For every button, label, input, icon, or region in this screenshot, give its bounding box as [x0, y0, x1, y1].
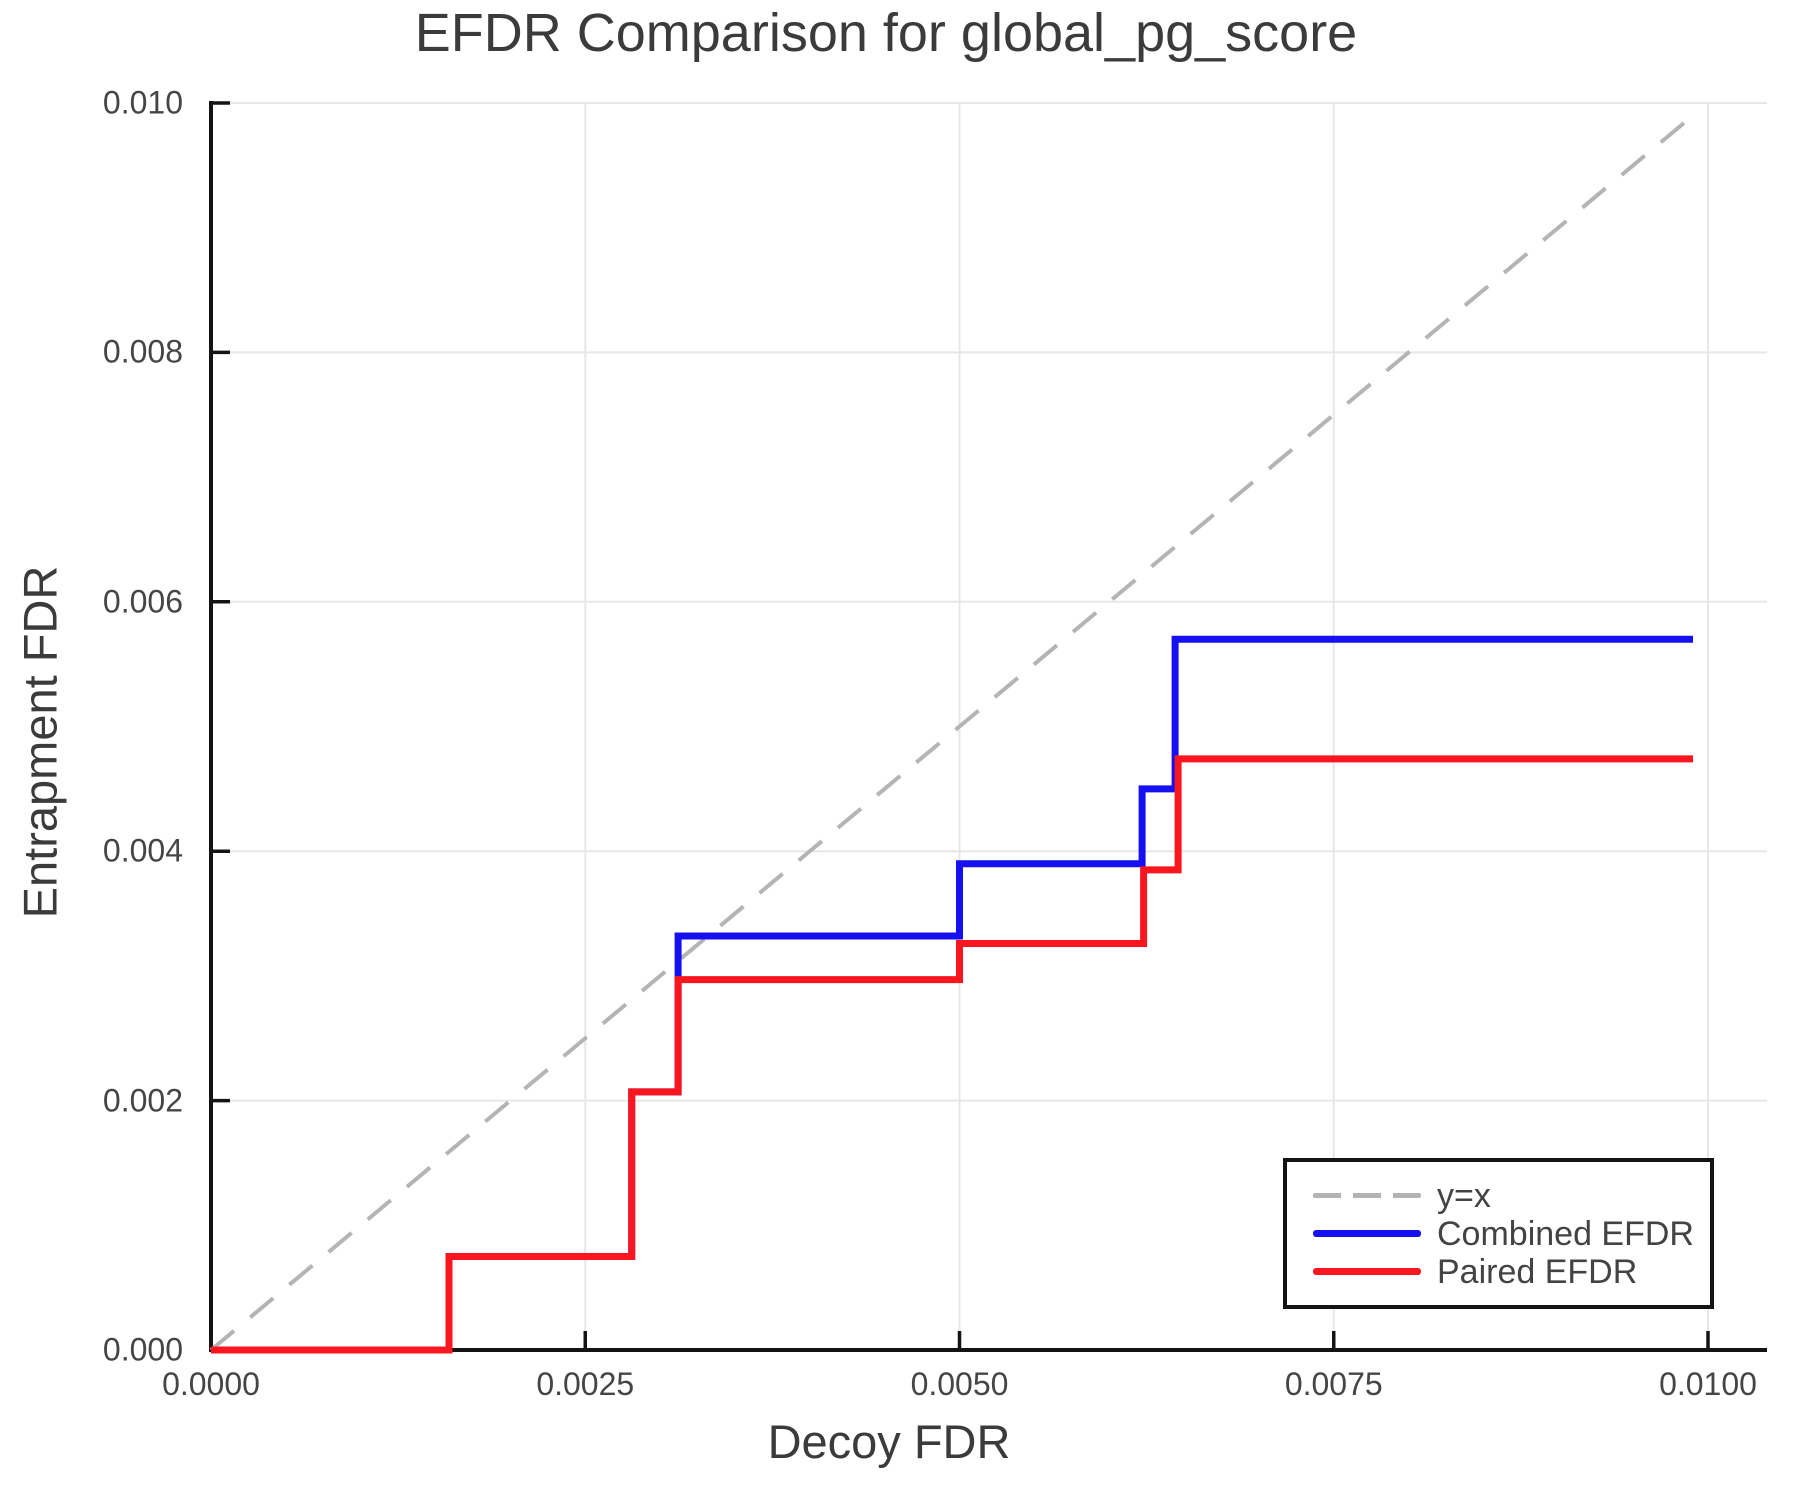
legend-item-combined: Combined EFDR [1313, 1215, 1710, 1253]
x-tick-label: 0.0050 [910, 1366, 1009, 1402]
legend-label-paired: Paired EFDR [1437, 1252, 1638, 1291]
series-y-x [209, 113, 1695, 1352]
legend: y=x Combined EFDR Paired EFDR [1283, 1158, 1714, 1309]
legend-label-combined: Combined EFDR [1437, 1214, 1694, 1253]
y-tick-label: 0.008 [102, 333, 183, 370]
y-tick-label: 0.006 [102, 583, 183, 620]
legend-item-paired: Paired EFDR [1313, 1253, 1710, 1291]
x-axis-label: Decoy FDR [767, 1415, 1011, 1468]
identity-line-sample [1313, 1193, 1421, 1198]
legend-label-identity: y=x [1437, 1176, 1491, 1215]
y-tick-label: 0.010 [102, 84, 183, 121]
x-tick-label: 0.0100 [1659, 1366, 1757, 1402]
x-tick-label: 0.0075 [1284, 1366, 1383, 1402]
y-tick-label: 0.004 [102, 832, 183, 869]
combined-line-sample [1313, 1230, 1421, 1237]
paired-line-sample [1313, 1268, 1421, 1275]
y-tick-label: 0.000 [102, 1331, 183, 1368]
legend-item-identity: y=x [1313, 1177, 1710, 1215]
series-paired-efdr [211, 755, 1693, 1354]
y-tick-label: 0.002 [102, 1082, 183, 1119]
x-tick-label: 0.0000 [162, 1366, 260, 1402]
x-tick-label: 0.0025 [536, 1366, 635, 1402]
chart-title: EFDR Comparison for global_pg_score [414, 3, 1358, 63]
